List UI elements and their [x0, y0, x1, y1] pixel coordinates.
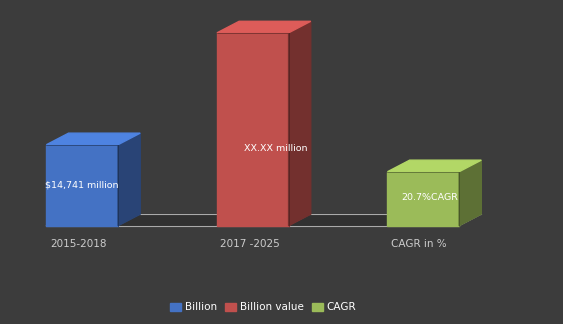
Legend: Billion, Billion value, CAGR: Billion, Billion value, CAGR	[167, 299, 360, 316]
Text: XX.XX million: XX.XX million	[244, 144, 308, 153]
Polygon shape	[46, 133, 140, 145]
Polygon shape	[387, 160, 481, 172]
Text: 20.7%CAGR: 20.7%CAGR	[401, 193, 459, 202]
Polygon shape	[46, 145, 118, 226]
Polygon shape	[387, 172, 459, 226]
Text: CAGR in %: CAGR in %	[391, 239, 446, 249]
Polygon shape	[289, 21, 311, 226]
Text: $14,741 million: $14,741 million	[46, 181, 119, 190]
Polygon shape	[46, 214, 481, 226]
Text: 2017 -2025: 2017 -2025	[220, 239, 280, 249]
Polygon shape	[459, 160, 481, 226]
Polygon shape	[217, 21, 311, 33]
Polygon shape	[118, 133, 140, 226]
Text: 2015-2018: 2015-2018	[50, 239, 106, 249]
Polygon shape	[217, 33, 289, 226]
